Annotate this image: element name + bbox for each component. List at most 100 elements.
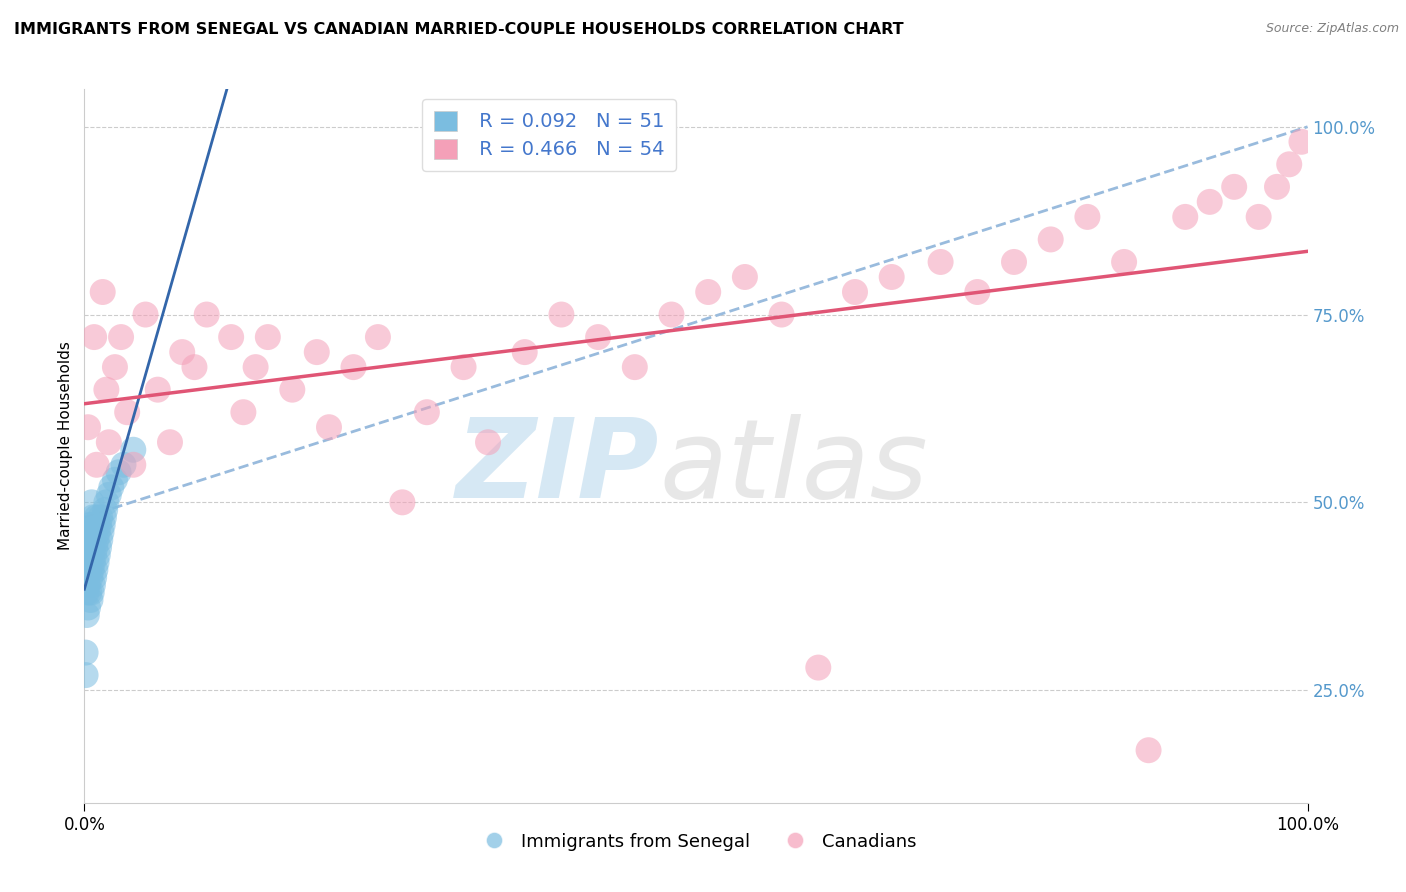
Point [734, 270, 756, 285]
Legend: Immigrants from Senegal, Canadians: Immigrants from Senegal, Canadians [468, 826, 924, 858]
Text: atlas: atlas [659, 414, 928, 521]
Point [770, 308, 793, 322]
Point [122, 458, 145, 472]
Point [83, 570, 105, 584]
Point [807, 660, 830, 674]
Point [75, 646, 97, 660]
Point [104, 360, 127, 375]
Point [1247, 210, 1270, 224]
Point [83, 548, 105, 562]
Point [122, 442, 145, 457]
Point [367, 330, 389, 344]
Point [1198, 194, 1220, 209]
Point [84, 541, 107, 555]
Point [195, 308, 218, 322]
Point [82, 556, 104, 570]
Point [586, 330, 609, 344]
Point [110, 330, 132, 344]
Point [1114, 255, 1136, 269]
Point [82, 510, 104, 524]
Point [1223, 179, 1246, 194]
Point [89, 510, 111, 524]
Point [513, 345, 536, 359]
Point [97, 488, 120, 502]
Point [87, 525, 110, 540]
Point [82, 533, 104, 547]
Point [416, 405, 439, 419]
Point [86, 458, 108, 472]
Point [104, 473, 127, 487]
Point [172, 345, 194, 359]
Y-axis label: Married-couple Households: Married-couple Households [58, 342, 73, 550]
Point [342, 360, 364, 375]
Point [232, 405, 254, 419]
Point [80, 585, 103, 599]
Point [87, 517, 110, 532]
Point [624, 360, 647, 375]
Point [93, 510, 115, 524]
Point [80, 563, 103, 577]
Point [87, 548, 110, 562]
Point [107, 465, 129, 479]
Point [318, 420, 340, 434]
Point [159, 435, 181, 450]
Point [77, 420, 100, 434]
Point [146, 383, 169, 397]
Point [76, 585, 98, 599]
Point [90, 525, 112, 540]
Point [87, 541, 110, 555]
Point [89, 533, 111, 547]
Point [77, 600, 100, 615]
Point [86, 556, 108, 570]
Point [86, 510, 108, 524]
Point [77, 563, 100, 577]
Point [661, 308, 683, 322]
Point [1137, 743, 1160, 757]
Point [84, 563, 107, 577]
Point [1265, 179, 1288, 194]
Point [135, 308, 157, 322]
Point [183, 360, 205, 375]
Point [77, 541, 100, 555]
Point [80, 495, 103, 509]
Point [76, 607, 98, 622]
Point [929, 255, 952, 269]
Text: IMMIGRANTS FROM SENEGAL VS CANADIAN MARRIED-COUPLE HOUSEHOLDS CORRELATION CHART: IMMIGRANTS FROM SENEGAL VS CANADIAN MARR… [14, 22, 904, 37]
Point [83, 525, 105, 540]
Point [79, 548, 101, 562]
Point [86, 533, 108, 547]
Point [844, 285, 866, 299]
Point [79, 593, 101, 607]
Point [96, 383, 118, 397]
Point [77, 578, 100, 592]
Point [1174, 210, 1197, 224]
Point [79, 570, 101, 584]
Point [97, 435, 120, 450]
Point [77, 585, 100, 599]
Point [115, 405, 138, 419]
Point [112, 458, 135, 472]
Point [75, 668, 97, 682]
Point [281, 383, 304, 397]
Text: Source: ZipAtlas.com: Source: ZipAtlas.com [1265, 22, 1399, 36]
Point [76, 556, 98, 570]
Point [391, 495, 413, 509]
Point [96, 495, 118, 509]
Point [1076, 210, 1098, 224]
Point [82, 578, 104, 592]
Point [77, 517, 100, 532]
Point [453, 360, 475, 375]
Point [1002, 255, 1025, 269]
Point [257, 330, 280, 344]
Point [1291, 135, 1313, 149]
Point [305, 345, 328, 359]
Point [966, 285, 988, 299]
Point [83, 330, 105, 344]
Point [91, 285, 114, 299]
Point [79, 525, 101, 540]
Point [219, 330, 242, 344]
Point [100, 480, 122, 494]
Point [477, 435, 499, 450]
Point [1039, 232, 1062, 246]
Point [80, 517, 103, 532]
